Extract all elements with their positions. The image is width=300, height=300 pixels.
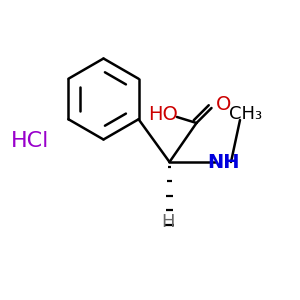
Text: CH₃: CH₃	[230, 105, 262, 123]
Text: HCl: HCl	[11, 131, 49, 151]
Text: O: O	[216, 95, 231, 115]
Text: HO: HO	[148, 104, 178, 124]
Text: NH: NH	[207, 152, 240, 172]
Text: H: H	[161, 213, 175, 231]
